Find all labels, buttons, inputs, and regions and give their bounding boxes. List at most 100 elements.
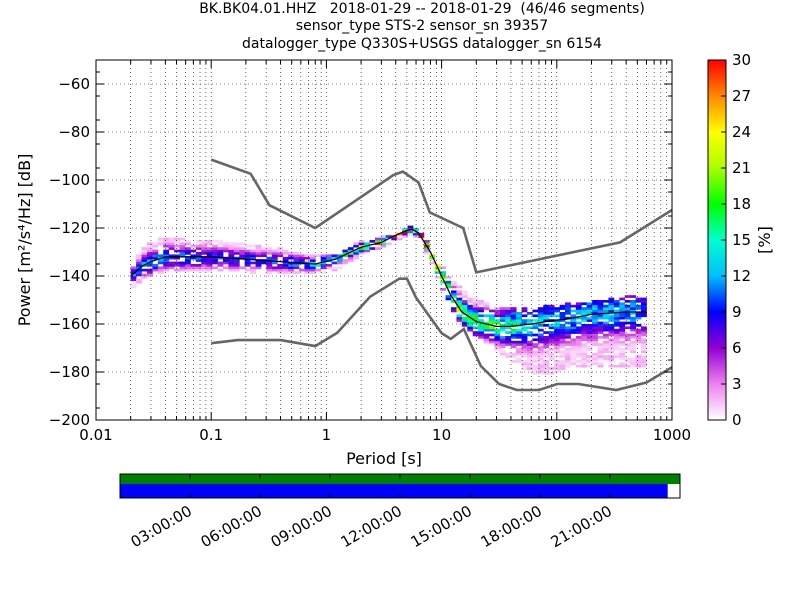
density-cell (554, 348, 560, 351)
density-cell (521, 333, 528, 337)
density-cell (586, 319, 593, 322)
density-cell (157, 271, 164, 274)
density-cell (608, 304, 615, 308)
density-cell (141, 268, 148, 272)
density-cell (597, 364, 604, 368)
density-cell (516, 328, 522, 332)
density-cell (233, 266, 240, 270)
density-cell (342, 254, 349, 258)
density-cell (586, 340, 593, 344)
density-cell (483, 340, 490, 344)
density-cell (641, 357, 647, 361)
density-cell (146, 271, 153, 274)
density-cell (527, 333, 533, 337)
density-cell (353, 254, 360, 258)
density-cell (445, 276, 452, 279)
density-cell (320, 259, 327, 262)
density-cell (532, 369, 539, 373)
density-cell (641, 333, 647, 337)
y-tick-label: −120 (49, 219, 90, 237)
density-cell (472, 300, 479, 303)
density-cell (516, 360, 522, 363)
density-cell (222, 261, 229, 265)
density-cell (554, 338, 560, 342)
density-cell (581, 357, 588, 361)
density-cell (152, 249, 159, 253)
density-cell (146, 256, 153, 260)
density-cell (608, 309, 615, 313)
density-cell (212, 261, 218, 265)
density-cell (293, 259, 300, 262)
density-cell (586, 304, 593, 308)
density-cell (581, 345, 588, 349)
density-cell (592, 336, 598, 339)
density-cell (613, 328, 620, 332)
density-cell (374, 240, 381, 243)
density-cell (336, 259, 343, 262)
density-cell (152, 256, 159, 260)
density-cell (510, 333, 517, 337)
density-cell (505, 309, 512, 313)
mode-curve-line (130, 228, 647, 328)
density-cell (586, 326, 593, 330)
density-cell (527, 331, 533, 334)
density-cell (320, 271, 327, 274)
density-cell (255, 266, 262, 270)
density-cell (619, 321, 626, 325)
density-cell (516, 316, 522, 320)
density-cell (244, 268, 251, 272)
density-cell (510, 328, 517, 332)
density-cell (298, 268, 305, 272)
density-cell (483, 326, 490, 330)
density-cell (239, 254, 246, 258)
density-cell (559, 340, 566, 344)
density-cell (608, 297, 615, 301)
density-cell (152, 254, 159, 258)
density-cell (320, 261, 327, 265)
density-cell (510, 331, 517, 334)
timeline-tick-label: 06:00:00 (198, 502, 265, 551)
density-cell (597, 352, 604, 356)
density-cell (288, 256, 294, 260)
density-cell (565, 333, 571, 337)
density-cell (559, 338, 566, 342)
density-cell (146, 254, 153, 258)
density-cell (277, 264, 284, 267)
density-cell (184, 252, 191, 255)
density-cell (548, 372, 555, 375)
timeline-bar: 03:00:00 06:00:00 09:00:00 12:00:00 15:00:00… (119, 473, 681, 551)
density-cell (157, 261, 164, 265)
density-cell (581, 360, 588, 363)
density-cell (521, 355, 528, 358)
density-cell (201, 266, 208, 270)
density-cell (592, 307, 598, 310)
density-cell (445, 285, 452, 289)
density-cell (179, 237, 186, 241)
density-cell (298, 256, 305, 260)
density-cell (619, 314, 626, 318)
density-cell (641, 343, 647, 346)
density-cell (537, 307, 544, 310)
density-cell (239, 256, 246, 260)
density-cell (141, 276, 148, 279)
density-cell (353, 256, 360, 260)
density-cell (543, 304, 550, 308)
density-cell (222, 247, 229, 250)
density-cell (619, 333, 626, 337)
density-cell (222, 242, 229, 246)
density-cell (396, 237, 403, 241)
density-cell (461, 319, 468, 322)
density-cell (451, 295, 457, 298)
density-cell (570, 352, 577, 356)
density-cell (592, 355, 598, 358)
density-cell (255, 244, 262, 248)
density-cell (543, 360, 550, 363)
density-cell (239, 247, 246, 250)
colorbar-tick-label: 27 (732, 87, 751, 105)
density-cell (537, 324, 544, 327)
density-cell (532, 357, 539, 361)
density-cell (494, 321, 501, 325)
density-cell (168, 261, 175, 265)
density-cell (630, 340, 636, 344)
density-cell (630, 319, 636, 322)
